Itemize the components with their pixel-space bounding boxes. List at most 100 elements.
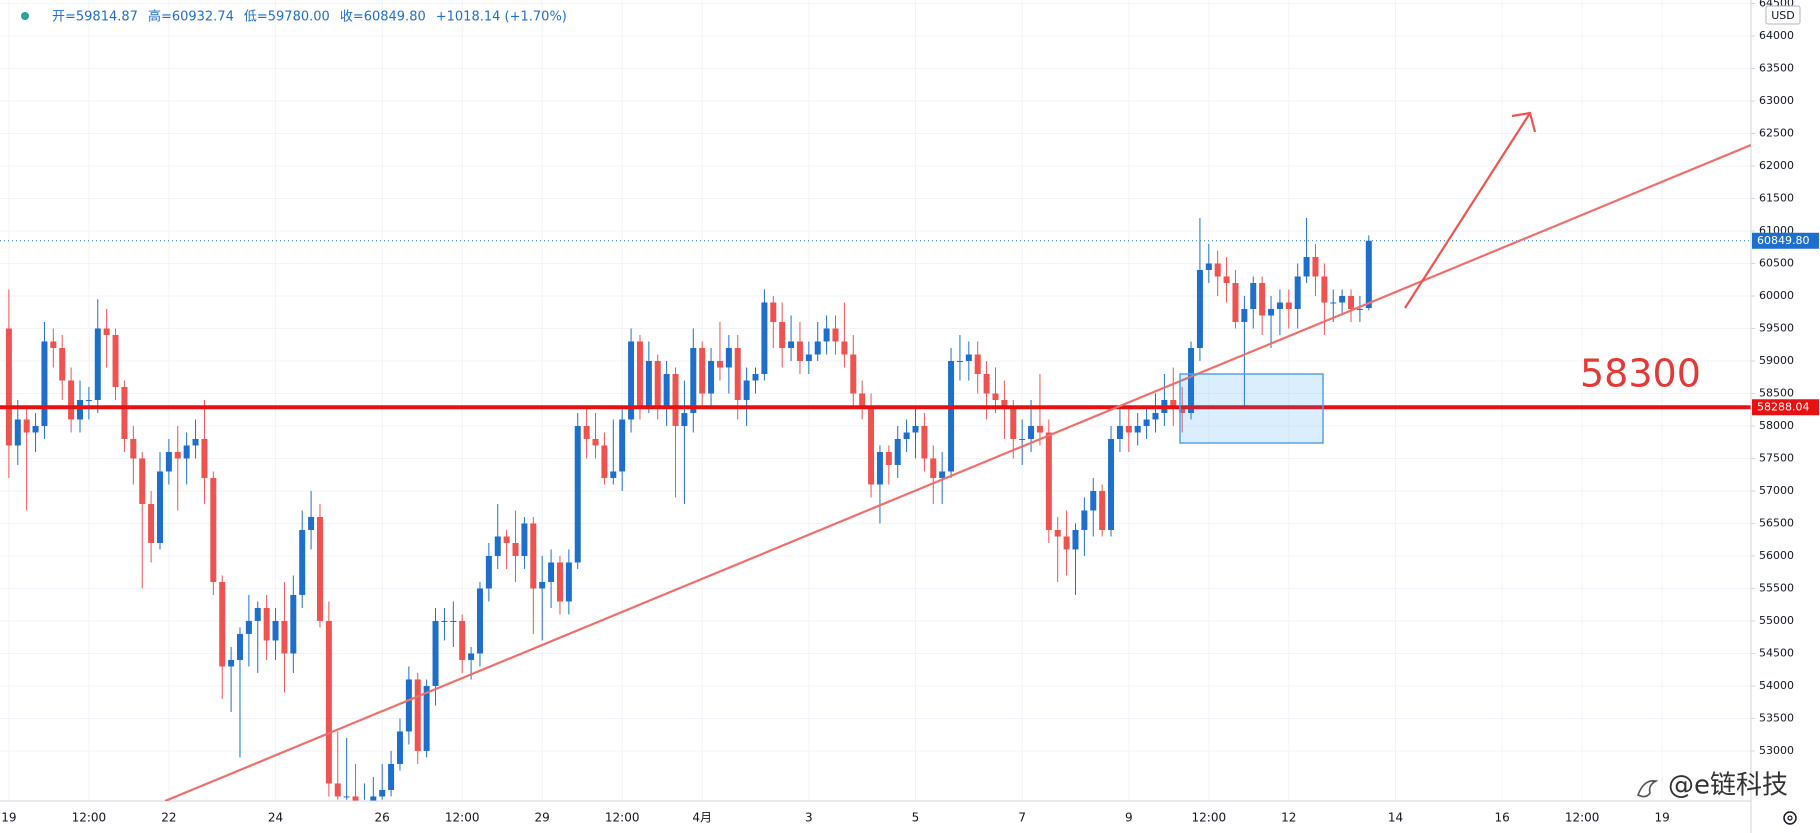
currency: USD xyxy=(1771,9,1795,22)
candle-body xyxy=(725,347,732,368)
candle-body xyxy=(992,393,999,400)
candle-body xyxy=(94,328,101,400)
candle-body xyxy=(859,393,866,407)
drawings xyxy=(164,111,1751,801)
candle-body xyxy=(396,731,403,764)
arrow-line xyxy=(1404,112,1531,309)
y-tick-label: 62500 xyxy=(1759,127,1794,140)
candle-body xyxy=(672,373,679,426)
y-tick-label: 63000 xyxy=(1759,94,1794,107)
status-dot xyxy=(21,12,29,20)
candle-body xyxy=(1125,425,1132,433)
x-tick-label: 5 xyxy=(912,811,920,825)
x-tick-label: 7 xyxy=(1018,811,1026,825)
candle-body xyxy=(948,360,955,472)
candle-body xyxy=(1090,490,1097,511)
candle-body xyxy=(450,620,457,622)
candle-body xyxy=(770,302,777,322)
x-tick-label: 12:00 xyxy=(605,811,640,825)
candle-body xyxy=(1232,282,1239,322)
x-tick-label: 12:00 xyxy=(445,811,480,825)
candle-body xyxy=(1054,529,1061,537)
candle-body xyxy=(254,607,261,621)
candle-body xyxy=(1241,308,1248,322)
candle-body xyxy=(103,328,110,335)
x-tick-label: 14 xyxy=(1388,811,1403,825)
x-tick-label: 12:00 xyxy=(1192,811,1227,825)
candle-body xyxy=(76,399,83,420)
currency-box xyxy=(1765,5,1801,25)
candle-body xyxy=(734,347,741,400)
candle-body xyxy=(805,354,812,361)
candle-body xyxy=(50,341,57,348)
y-tick-label: 53000 xyxy=(1759,744,1794,757)
candle-body xyxy=(1259,282,1266,316)
candle-body xyxy=(1028,425,1035,439)
candle-body xyxy=(690,347,697,413)
candle-body xyxy=(236,633,243,660)
candle-body xyxy=(788,341,795,348)
header-item: 高=60932.74 xyxy=(148,9,234,25)
candle-body xyxy=(414,679,421,751)
candle-body xyxy=(112,334,119,387)
candle-body xyxy=(174,451,181,459)
y-tick-label: 56500 xyxy=(1759,516,1794,529)
candle-body xyxy=(1285,302,1292,309)
header-item: 开=59814.87 xyxy=(52,10,138,25)
y-tick-label: 55000 xyxy=(1759,614,1794,627)
candle-body xyxy=(139,458,146,504)
candle-body xyxy=(476,588,483,654)
candle-body xyxy=(965,354,972,361)
candle-body xyxy=(14,419,21,446)
candle-body xyxy=(1081,510,1088,530)
x-tick-label: 12:00 xyxy=(1565,811,1600,825)
candle-body xyxy=(610,471,617,478)
candle-body xyxy=(468,653,475,660)
candle-body xyxy=(494,536,501,556)
candle-body xyxy=(583,425,590,439)
y-tick-label: 58000 xyxy=(1759,419,1794,432)
x-tick-label: 12 xyxy=(1281,811,1296,825)
candle-body xyxy=(983,373,990,394)
candle-body xyxy=(1010,406,1017,439)
header-item: +1018.14 (+1.70%) xyxy=(436,10,567,25)
candle-body xyxy=(1330,302,1337,304)
candle-body xyxy=(32,425,39,433)
y-tick-label: 60500 xyxy=(1759,256,1794,269)
candle-body xyxy=(956,360,963,362)
candle-body xyxy=(903,432,910,439)
candle-body xyxy=(272,620,279,641)
candle-body xyxy=(1356,308,1363,310)
candle-body xyxy=(885,451,892,465)
watermark: @e链科技 xyxy=(1668,771,1788,801)
candle-body xyxy=(219,581,226,667)
last-price-tag xyxy=(1752,232,1819,249)
candle-body xyxy=(121,386,128,439)
candle-body xyxy=(1170,399,1177,407)
settings-icon[interactable] xyxy=(1783,811,1797,825)
candle-body xyxy=(334,783,341,797)
x-tick-label: 19 xyxy=(1,811,16,825)
candle-body xyxy=(699,347,706,394)
candle-body xyxy=(752,373,759,381)
candle-body xyxy=(5,328,12,446)
candle-body xyxy=(1294,276,1301,309)
candle-body xyxy=(1365,240,1372,309)
y-tick-label: 57000 xyxy=(1759,484,1794,497)
candle-body xyxy=(1099,490,1106,530)
candle-body xyxy=(939,471,946,478)
y-tick-label: 62000 xyxy=(1759,159,1794,172)
candle-body xyxy=(565,562,572,602)
candle-body xyxy=(459,620,466,660)
candle-body xyxy=(1116,425,1123,439)
candle-body xyxy=(308,516,315,530)
candle-body xyxy=(485,555,492,589)
candle-body xyxy=(325,620,332,784)
y-tick-label: 59000 xyxy=(1759,354,1794,367)
candle-body xyxy=(183,445,190,459)
candle-body xyxy=(85,399,92,401)
candle-body xyxy=(1188,347,1195,413)
